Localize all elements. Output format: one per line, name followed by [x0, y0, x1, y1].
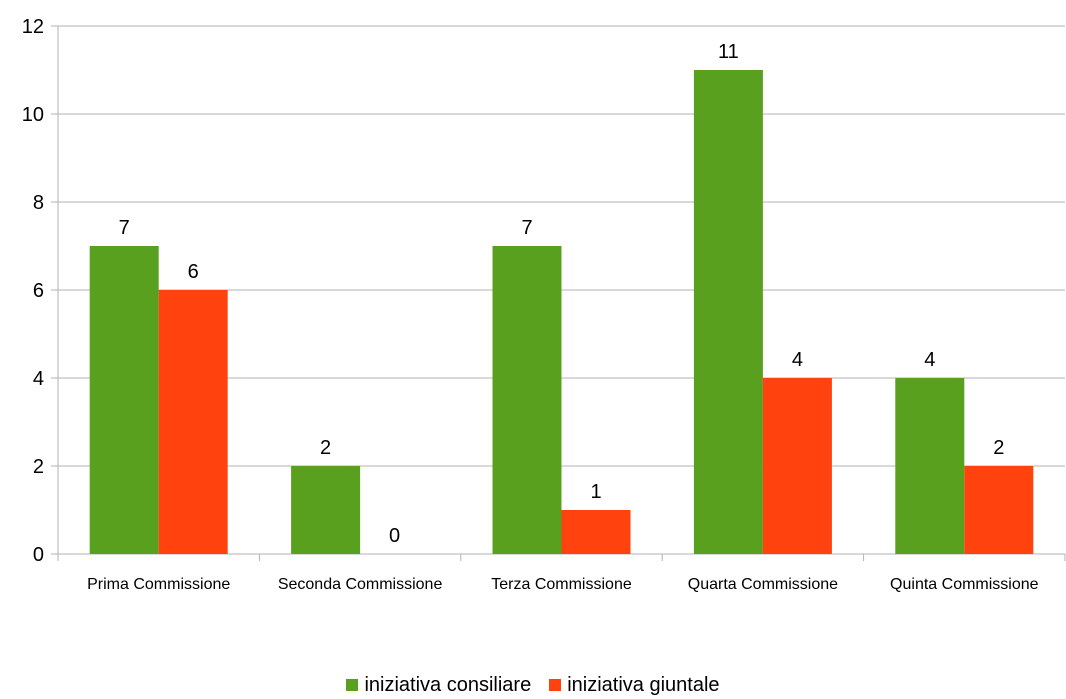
y-tick-label: 6 [33, 280, 44, 302]
legend: iniziativa consiliare iniziativa giuntal… [0, 672, 1066, 698]
data-label: 2 [993, 437, 1004, 459]
legend-swatch-giuntale [549, 679, 562, 691]
legend-item-consiliare: iniziativa consiliare [346, 674, 531, 697]
bar [561, 510, 631, 554]
y-tick-label: 0 [33, 544, 44, 566]
data-label: 11 [718, 41, 739, 63]
data-label: 6 [188, 261, 199, 283]
legend-item-giuntale: iniziativa giuntale [549, 673, 720, 697]
bar [895, 378, 965, 554]
x-category-label: Quinta Commissione [890, 576, 1039, 593]
x-category-label: Prima Commissione [87, 576, 230, 593]
legend-label-consiliare: iniziativa consiliare [364, 673, 532, 696]
bar [492, 246, 562, 554]
bar [693, 70, 763, 554]
bar [762, 378, 832, 554]
legend-label-giuntale: iniziativa giuntale [567, 673, 720, 696]
data-label: 0 [389, 525, 400, 547]
data-label: 7 [521, 217, 532, 239]
bar [89, 246, 159, 554]
x-category-label: Terza Commissione [491, 576, 632, 593]
x-axis-categories: Prima Commissione Seconda Commissione Terz… [87, 576, 1039, 593]
data-label: 7 [119, 217, 130, 239]
y-tick-label: 10 [22, 104, 44, 126]
bar [964, 466, 1034, 554]
y-tick-label: 8 [33, 192, 44, 214]
bar [158, 290, 228, 554]
x-category-label: Seconda Commissione [278, 576, 443, 593]
data-label: 4 [924, 349, 935, 371]
bar [291, 466, 361, 554]
data-label: 2 [320, 437, 331, 459]
x-category-label: Quarta Commissione [688, 576, 838, 593]
legend-swatch-consiliare [346, 679, 359, 691]
y-axis-ticks: 0 2 4 6 8 10 12 [22, 16, 44, 566]
data-label: 4 [792, 349, 803, 371]
y-tick-label: 12 [22, 16, 44, 38]
data-label: 1 [590, 481, 601, 503]
y-tick-label: 2 [33, 456, 44, 478]
y-tick-label: 4 [33, 368, 44, 390]
bars [89, 70, 1034, 554]
